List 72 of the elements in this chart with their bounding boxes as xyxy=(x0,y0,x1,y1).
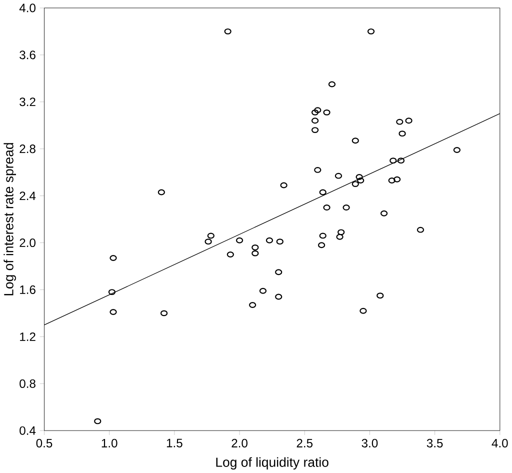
point xyxy=(226,251,234,258)
point xyxy=(388,177,396,184)
point xyxy=(248,302,256,308)
point xyxy=(266,237,274,244)
point xyxy=(314,166,322,173)
point xyxy=(342,204,350,210)
y-axis-title: Log of interest rate spread xyxy=(4,142,16,296)
point xyxy=(367,28,375,34)
point xyxy=(319,232,326,239)
point xyxy=(224,28,232,34)
point xyxy=(397,158,405,164)
point xyxy=(376,292,384,298)
x-tick-label: 1.0 xyxy=(102,438,118,448)
point xyxy=(311,109,319,116)
x-tick-label: 2.5 xyxy=(296,438,313,448)
point xyxy=(357,177,364,184)
x-tick-label: 1.5 xyxy=(166,438,182,448)
point xyxy=(311,126,319,133)
point xyxy=(398,130,406,136)
x-axis-title: Log of liquidity ratio xyxy=(216,457,328,470)
point xyxy=(334,172,342,179)
point xyxy=(405,118,412,124)
point xyxy=(158,189,166,196)
point xyxy=(328,81,336,88)
point xyxy=(453,146,461,153)
point xyxy=(108,288,116,295)
point xyxy=(207,232,214,239)
x-tick-label: 3.0 xyxy=(362,438,378,448)
point xyxy=(275,294,282,300)
point xyxy=(390,158,397,164)
point xyxy=(94,418,102,424)
point xyxy=(380,210,388,216)
x-tick-label: 3.5 xyxy=(426,438,443,448)
point xyxy=(252,244,259,250)
point xyxy=(393,176,401,182)
point xyxy=(360,308,367,314)
point xyxy=(110,308,117,315)
x-tick-label: 4.0 xyxy=(492,438,508,448)
point xyxy=(318,242,326,248)
point xyxy=(160,310,168,316)
y-tick-label: 3.2 xyxy=(20,98,36,106)
point xyxy=(356,174,363,180)
x-tick-label: 0.5 xyxy=(36,438,52,448)
point xyxy=(276,238,284,244)
y-tick-label: 1.2 xyxy=(20,332,36,341)
y-tick-label: 4.0 xyxy=(19,4,36,12)
point xyxy=(252,250,259,256)
point xyxy=(352,138,359,144)
point xyxy=(280,182,288,188)
point xyxy=(396,118,404,125)
point xyxy=(336,234,344,240)
point xyxy=(311,118,319,124)
point xyxy=(259,288,267,294)
point xyxy=(338,229,345,236)
x-tick-label: 2.0 xyxy=(232,438,248,448)
point xyxy=(319,189,326,196)
point xyxy=(314,107,322,113)
y-tick-label: 1.6 xyxy=(20,285,36,294)
point xyxy=(204,238,212,244)
point xyxy=(236,237,244,244)
point xyxy=(323,109,330,116)
point xyxy=(416,226,424,233)
point xyxy=(352,180,359,187)
y-tick-label: 0.8 xyxy=(20,379,36,388)
y-tick-label: 2.0 xyxy=(20,238,36,247)
y-tick-label: 2.4 xyxy=(20,191,36,200)
point xyxy=(275,269,282,275)
y-tick-label: 2.8 xyxy=(20,144,36,154)
y-tick-label: 3.6 xyxy=(20,50,36,60)
point xyxy=(110,254,117,261)
y-tick-label: 0.4 xyxy=(20,426,36,435)
point xyxy=(323,204,330,210)
